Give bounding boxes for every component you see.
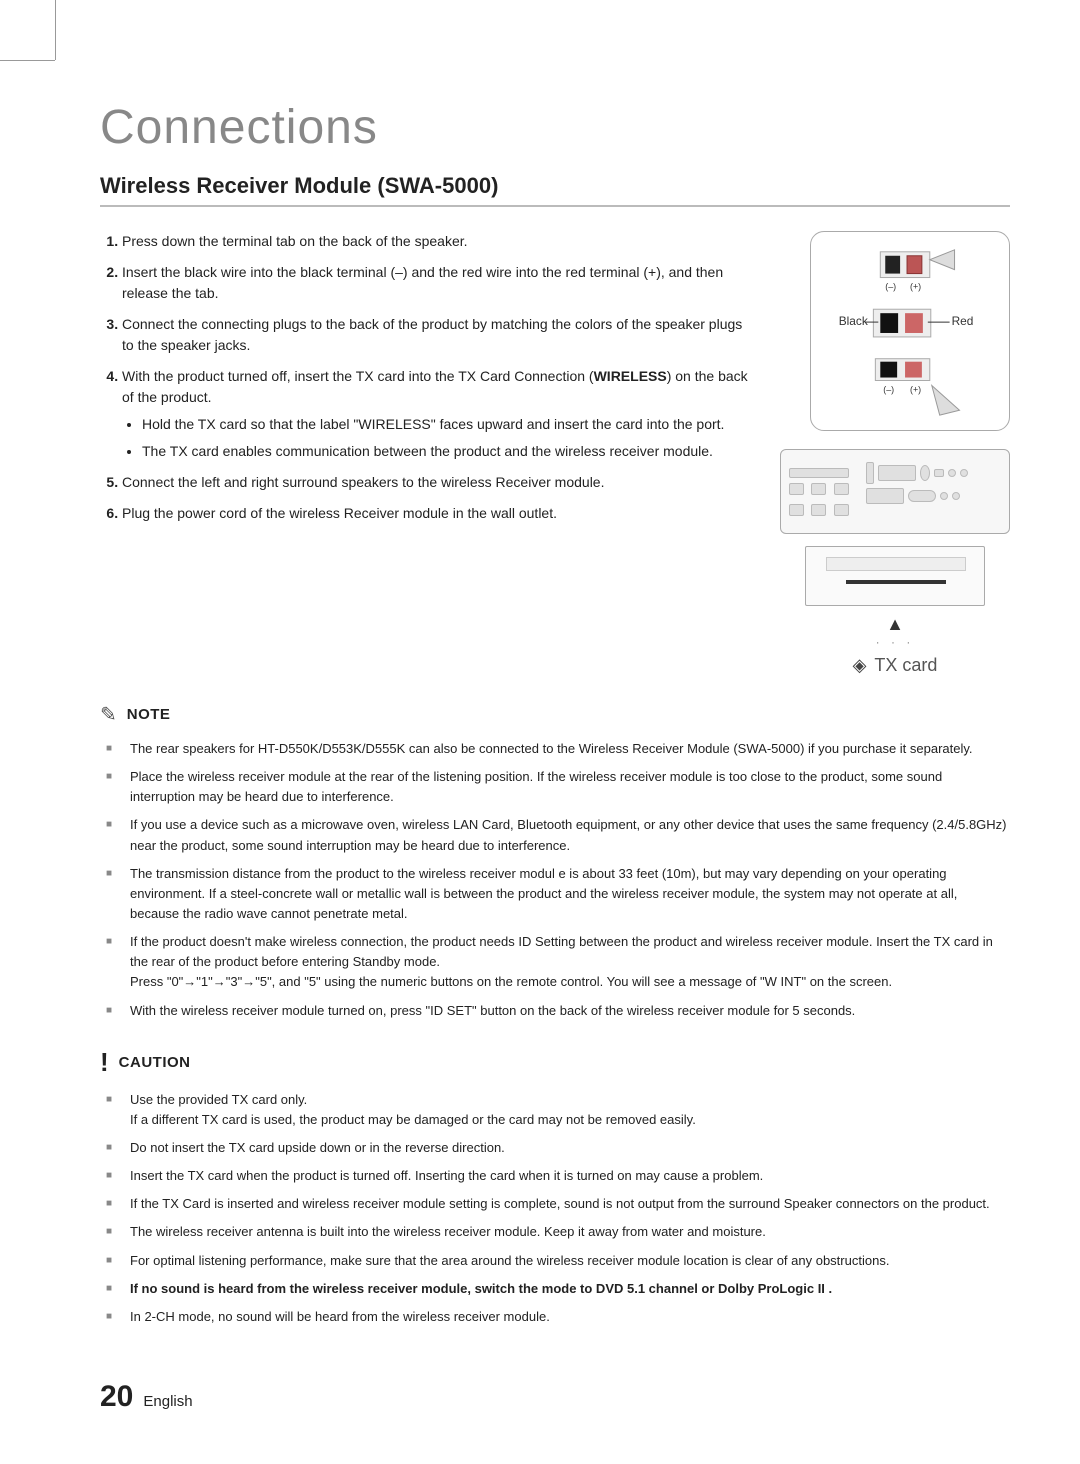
svg-text:(+): (+) [910,281,921,291]
svg-text:(–): (–) [883,384,894,394]
label-red: Red [952,314,974,328]
step-item: With the product turned off, insert the … [122,366,750,462]
figure-tx-card: ▲ · · · ◈ TX card [780,449,1010,676]
caution-item: Do not insert the TX card upside down or… [126,1138,1010,1158]
step-item: Connect the left and right surround spea… [122,472,750,493]
caution-item: If the TX Card is inserted and wireless … [126,1194,1010,1214]
note-item: With the wireless receiver module turned… [126,1001,1010,1021]
language-label: English [143,1393,192,1410]
svg-text:(+): (+) [910,384,921,394]
divider [100,205,1010,207]
step-item: Connect the connecting plugs to the back… [122,314,750,356]
label-black: Black [839,314,868,328]
caution-item: Use the provided TX card only. If a diff… [126,1090,1010,1130]
section-subtitle: Wireless Receiver Module (SWA-5000) [100,173,1010,199]
caution-item: Insert the TX card when the product is t… [126,1166,1010,1186]
page-title: Connections [100,100,1010,155]
label-tx-card: TX card [874,655,937,676]
note-heading: NOTE [127,706,171,723]
caution-item: If no sound is heard from the wireless r… [126,1279,1010,1299]
caution-item: For optimal listening performance, make … [126,1251,1010,1271]
page-number: 20 [100,1380,133,1414]
caution-list: Use the provided TX card only. If a diff… [100,1090,1010,1327]
svg-text:(–): (–) [885,281,896,291]
note-item: If you use a device such as a microwave … [126,815,1010,855]
note-icon: ✎ [100,702,117,727]
steps-list: Press down the terminal tab on the back … [100,231,750,524]
caution-icon: ! [100,1047,109,1078]
caution-heading: CAUTION [119,1054,191,1071]
step-item: Plug the power cord of the wireless Rece… [122,503,750,524]
wifi-icon: ◈ [853,655,867,676]
figure-terminal-wiring: (–) (+) Black Red (–) (+) [810,231,1010,431]
note-item: If the product doesn't make wireless con… [126,932,1010,992]
step-sub-item: The TX card enables communication betwee… [142,441,750,462]
caution-item: The wireless receiver antenna is built i… [126,1222,1010,1242]
step-item: Insert the black wire into the black ter… [122,262,750,304]
note-item: Place the wireless receiver module at th… [126,767,1010,807]
note-list: The rear speakers for HT-D550K/D553K/D55… [100,739,1010,1021]
step-sub-item: Hold the TX card so that the label "WIRE… [142,414,750,435]
note-item: The transmission distance from the produ… [126,864,1010,924]
caution-item: In 2-CH mode, no sound will be heard fro… [126,1307,1010,1327]
note-item: The rear speakers for HT-D550K/D553K/D55… [126,739,1010,759]
step-item: Press down the terminal tab on the back … [122,231,750,252]
